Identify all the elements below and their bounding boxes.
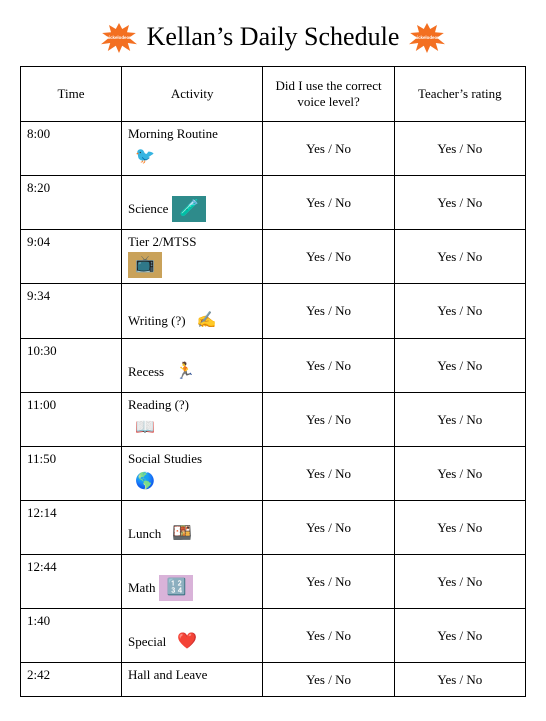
cell-time: 8:00: [21, 122, 122, 176]
activity-label: Hall and Leave: [128, 667, 207, 683]
cell-time: 9:04: [21, 230, 122, 284]
table-row: 2:42 Hall and Leave Yes / NoYes / No: [21, 663, 526, 697]
nick-splat-icon-right: nickelodeon: [407, 20, 447, 54]
cell-activity: Recess🏃: [122, 339, 263, 393]
cell-voice-yes-no[interactable]: Yes / No: [263, 176, 394, 230]
table-row: 12:14Lunch🍱Yes / NoYes / No: [21, 501, 526, 555]
svg-text:nickelodeon: nickelodeon: [106, 35, 132, 40]
cell-teacher-yes-no[interactable]: Yes / No: [394, 284, 525, 339]
page-title: Kellan’s Daily Schedule: [147, 22, 400, 52]
activity-label: Reading (?): [128, 397, 189, 413]
cell-teacher-yes-no[interactable]: Yes / No: [394, 609, 525, 663]
cell-voice-yes-no[interactable]: Yes / No: [263, 447, 394, 501]
cell-activity: Reading (?) 📖: [122, 393, 263, 447]
table-row: 12:44Math🔢Yes / NoYes / No: [21, 555, 526, 609]
activity-icon: 🏃: [168, 359, 202, 385]
cell-time: 1:40: [21, 609, 122, 663]
cell-voice-yes-no[interactable]: Yes / No: [263, 339, 394, 393]
cell-teacher-yes-no[interactable]: Yes / No: [394, 663, 525, 697]
table-row: 11:00 Reading (?) 📖 Yes / NoYes / No: [21, 393, 526, 447]
cell-voice-yes-no[interactable]: Yes / No: [263, 230, 394, 284]
cell-voice-yes-no[interactable]: Yes / No: [263, 501, 394, 555]
cell-time: 2:42: [21, 663, 122, 697]
cell-activity: Special❤️: [122, 609, 263, 663]
cell-teacher-yes-no[interactable]: Yes / No: [394, 176, 525, 230]
col-teacher: Teacher’s rating: [394, 67, 525, 122]
cell-teacher-yes-no[interactable]: Yes / No: [394, 555, 525, 609]
cell-time: 11:00: [21, 393, 122, 447]
activity-label: Morning Routine: [128, 126, 218, 142]
activity-icon: 🍱: [165, 521, 199, 547]
activity-label: Lunch: [128, 526, 161, 542]
cell-activity: Tier 2/MTSS 📺: [122, 230, 263, 284]
cell-activity: Lunch🍱: [122, 501, 263, 555]
cell-time: 10:30: [21, 339, 122, 393]
cell-activity: Social Studies 🌎: [122, 447, 263, 501]
col-voice: Did I use the correct voice level?: [263, 67, 394, 122]
cell-activity: Math🔢: [122, 555, 263, 609]
schedule-table: Time Activity Did I use the correct voic…: [20, 66, 526, 697]
activity-icon: 📖: [128, 415, 162, 441]
cell-teacher-yes-no[interactable]: Yes / No: [394, 122, 525, 176]
cell-time: 12:14: [21, 501, 122, 555]
cell-voice-yes-no[interactable]: Yes / No: [263, 393, 394, 447]
cell-time: 9:34: [21, 284, 122, 339]
activity-label: Science: [128, 201, 168, 217]
cell-activity: Writing (?)✍️: [122, 284, 263, 339]
cell-teacher-yes-no[interactable]: Yes / No: [394, 447, 525, 501]
activity-label: Social Studies: [128, 451, 202, 467]
table-row: 9:04 Tier 2/MTSS 📺 Yes / NoYes / No: [21, 230, 526, 284]
col-activity: Activity: [122, 67, 263, 122]
activity-icon: 🐦: [128, 144, 162, 170]
table-row: 9:34Writing (?)✍️Yes / NoYes / No: [21, 284, 526, 339]
cell-teacher-yes-no[interactable]: Yes / No: [394, 339, 525, 393]
cell-voice-yes-no[interactable]: Yes / No: [263, 555, 394, 609]
cell-activity: Morning Routine 🐦: [122, 122, 263, 176]
activity-icon: 🌎: [128, 469, 162, 495]
table-row: 1:40Special❤️Yes / NoYes / No: [21, 609, 526, 663]
activity-icon: 📺: [128, 252, 162, 278]
activity-label: Tier 2/MTSS: [128, 234, 197, 250]
cell-voice-yes-no[interactable]: Yes / No: [263, 284, 394, 339]
svg-text:nickelodeon: nickelodeon: [415, 35, 441, 40]
activity-label: Special: [128, 634, 166, 650]
activity-label: Recess: [128, 364, 164, 380]
cell-teacher-yes-no[interactable]: Yes / No: [394, 230, 525, 284]
col-time: Time: [21, 67, 122, 122]
activity-icon: 🔢: [159, 575, 193, 601]
cell-voice-yes-no[interactable]: Yes / No: [263, 609, 394, 663]
nick-splat-icon-left: nickelodeon: [99, 20, 139, 54]
activity-icon: ✍️: [190, 308, 224, 334]
table-row: 8:00 Morning Routine 🐦 Yes / NoYes / No: [21, 122, 526, 176]
activity-label: Math: [128, 580, 155, 596]
cell-voice-yes-no[interactable]: Yes / No: [263, 122, 394, 176]
cell-voice-yes-no[interactable]: Yes / No: [263, 663, 394, 697]
table-row: 8:20Science🧪Yes / NoYes / No: [21, 176, 526, 230]
activity-label: Writing (?): [128, 313, 186, 329]
title-row: nickelodeon Kellan’s Daily Schedule nick…: [20, 20, 526, 54]
activity-icon: 🧪: [172, 196, 206, 222]
cell-activity: Science🧪: [122, 176, 263, 230]
table-row: 10:30Recess🏃Yes / NoYes / No: [21, 339, 526, 393]
table-header-row: Time Activity Did I use the correct voic…: [21, 67, 526, 122]
cell-teacher-yes-no[interactable]: Yes / No: [394, 393, 525, 447]
cell-teacher-yes-no[interactable]: Yes / No: [394, 501, 525, 555]
table-row: 11:50 Social Studies 🌎 Yes / NoYes / No: [21, 447, 526, 501]
cell-time: 12:44: [21, 555, 122, 609]
cell-time: 8:20: [21, 176, 122, 230]
cell-time: 11:50: [21, 447, 122, 501]
activity-icon: ❤️: [170, 629, 204, 655]
cell-activity: Hall and Leave: [122, 663, 263, 697]
